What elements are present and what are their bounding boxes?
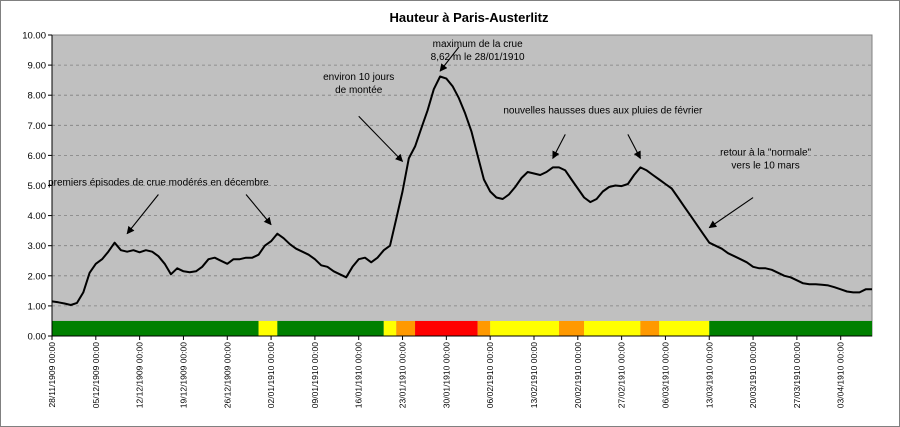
x-tick-label: 26/12/1909 00:00 [222, 342, 232, 408]
annotation: maximum de la crue 8,62 m le 28/01/1910 [431, 39, 525, 72]
annotation-text: premiers épisodes de crue modérés en déc… [48, 178, 269, 189]
x-tick-label: 27/03/1910 00:00 [792, 342, 802, 408]
status-band-segment [258, 320, 278, 336]
status-band-segment [52, 320, 259, 336]
annotation-arrow [627, 134, 641, 160]
y-tick-label: 2.00 [28, 271, 47, 282]
axes: 0.00 1.00 2.00 3.00 4.00 5.00 6.00 7.00 8.00 9.00… [22, 31, 872, 408]
annotation-arrow [126, 194, 159, 235]
x-tick-label: 12/12/1909 00:00 [135, 342, 145, 408]
annotation-arrow [552, 134, 566, 160]
series-line [51, 75, 872, 306]
status-band-segment [709, 320, 872, 336]
x-tick-label: 09/01/1910 00:00 [310, 342, 320, 408]
y-tick-label: 7.00 [28, 121, 47, 132]
x-tick-label: 19/12/1909 00:00 [178, 342, 188, 408]
status-band-segment [277, 320, 384, 336]
x-tick-label: 20/03/1910 00:00 [748, 342, 758, 408]
status-band-segment [659, 320, 710, 336]
x-tick-label: 05/12/1909 00:00 [91, 342, 101, 408]
annotation-text: retour à la "normale" [720, 147, 811, 158]
x-tick-label: 06/02/1910 00:00 [485, 342, 495, 408]
status-band-segment [640, 320, 660, 336]
annotation-text: de montée [335, 85, 383, 96]
x-tick-label: 03/04/1910 00:00 [836, 342, 846, 408]
series-layer [51, 75, 872, 306]
chart-title: Hauteur à Paris-Austerlitz [390, 10, 549, 25]
y-tick-label: 3.00 [28, 241, 47, 252]
status-band-segment [396, 320, 416, 336]
x-tick-label: 28/11/1909 00:00 [47, 342, 57, 408]
annotation-text: nouvelles hausses dues aux pluies de fév… [503, 105, 703, 116]
status-band-segment [584, 320, 641, 336]
y-tick-label: 0.00 [28, 332, 47, 343]
x-tick-label: 23/01/1910 00:00 [398, 342, 408, 408]
annotation-text: environ 10 jours [323, 72, 394, 83]
status-band-segment [477, 320, 491, 336]
annotation-arrow [245, 194, 272, 226]
annotation-text: vers le 10 mars [731, 160, 799, 171]
x-tick-label: 16/01/1910 00:00 [354, 342, 364, 408]
annotation: environ 10 jours de montée [323, 72, 404, 162]
status-band-segment [490, 320, 560, 336]
y-tick-label: 10.00 [22, 31, 46, 42]
y-tick-label: 4.00 [28, 211, 47, 222]
y-tick-label: 6.00 [28, 151, 47, 162]
annotation-text: maximum de la crue [433, 39, 523, 50]
annotation-arrow [358, 115, 404, 162]
x-tick-label: 20/02/1910 00:00 [573, 342, 583, 408]
status-band-segment [383, 320, 397, 336]
x-tick-label: 06/03/1910 00:00 [660, 342, 670, 408]
status-band-segment [559, 320, 585, 336]
annotation-arrow [439, 46, 460, 72]
annotation-text: 8,62 m le 28/01/1910 [431, 52, 525, 63]
y-tick-label: 8.00 [28, 91, 47, 102]
gridlines [52, 64, 872, 307]
status-band-segment [415, 320, 478, 336]
x-tick-label: 02/01/1910 00:00 [266, 342, 276, 408]
y-tick-label: 9.00 [28, 61, 47, 72]
annotations: premiers épisodes de crue modérés en déc… [48, 39, 812, 235]
annotation: premiers épisodes de crue modérés en déc… [48, 178, 272, 235]
x-tick-label: 13/02/1910 00:00 [529, 342, 539, 408]
y-tick-label: 5.00 [28, 181, 47, 192]
annotation: retour à la "normale" vers le 10 mars [708, 147, 812, 229]
x-tick-label: 30/01/1910 00:00 [441, 342, 451, 408]
x-tick-label: 13/03/1910 00:00 [704, 342, 714, 408]
annotation-arrow [708, 197, 754, 229]
x-tick-label: 27/02/1910 00:00 [617, 342, 627, 408]
y-tick-label: 1.00 [28, 301, 47, 312]
status-band [52, 320, 872, 336]
annotation: nouvelles hausses dues aux pluies de fév… [503, 105, 703, 160]
